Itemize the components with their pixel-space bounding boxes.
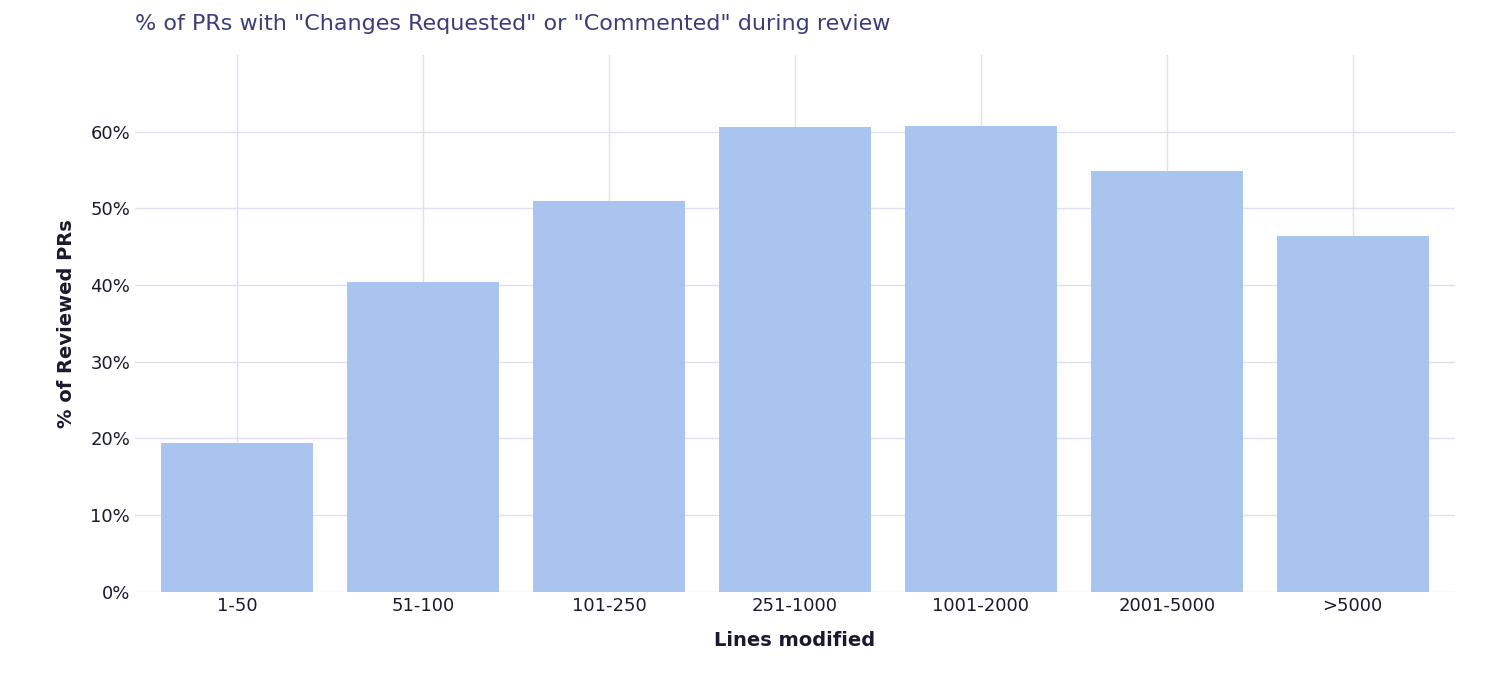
X-axis label: Lines modified: Lines modified — [714, 631, 876, 650]
Bar — [1276, 236, 1430, 592]
Text: % of PRs with "Changes Requested" or "Commented" during review: % of PRs with "Changes Requested" or "Co… — [135, 14, 891, 34]
Bar — [718, 127, 872, 592]
Bar — [160, 443, 314, 592]
Bar — [532, 201, 686, 592]
Bar — [1090, 171, 1244, 592]
Y-axis label: % of Reviewed PRs: % of Reviewed PRs — [57, 219, 76, 428]
Bar — [346, 282, 500, 592]
Bar — [904, 126, 1058, 592]
